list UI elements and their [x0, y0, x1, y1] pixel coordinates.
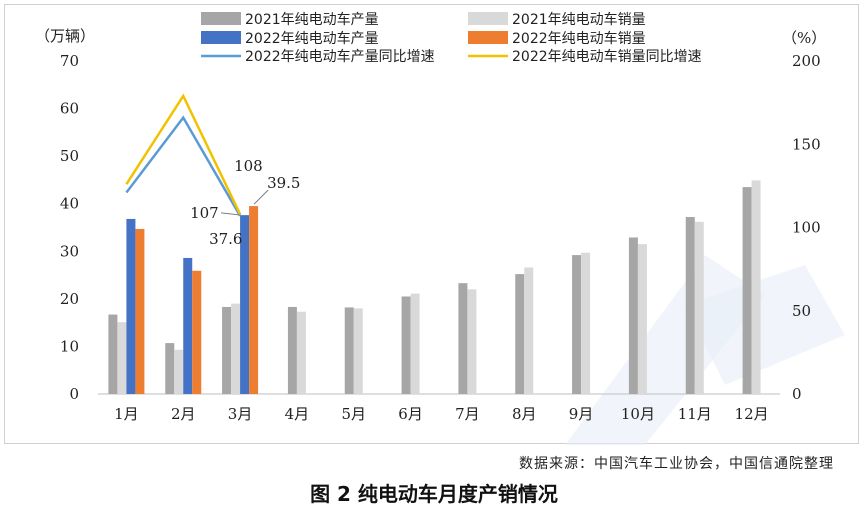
y-left-tick-label: 20	[60, 290, 79, 308]
bar	[231, 303, 241, 394]
chart-svg: 0 10 20 30 40 50 60 70 0 50 100 150 200 （万辆） （%） 1月 2月 3月…	[35, 11, 845, 445]
y-right-tick-label: 200	[792, 52, 821, 70]
legend-swatch	[468, 31, 508, 44]
bar	[344, 307, 354, 394]
y-left-tick-label: 40	[60, 195, 79, 213]
bar	[524, 267, 534, 394]
bar	[165, 343, 175, 394]
bar	[249, 206, 259, 394]
bar	[637, 244, 647, 394]
y-right-tick-label: 150	[792, 135, 821, 153]
legend-entry: 2021年纯电动车销量	[512, 11, 646, 28]
bar	[117, 322, 127, 394]
y-right-tick-label: 0	[792, 385, 802, 403]
bar	[240, 215, 250, 394]
watermark-shape	[685, 265, 845, 385]
bar	[353, 308, 363, 394]
bar	[458, 283, 468, 394]
y-left-tick-label: 50	[60, 147, 79, 165]
y-left-tick-label: 30	[60, 242, 79, 260]
bar	[572, 255, 582, 394]
bar	[685, 217, 695, 394]
y-right-tick-label: 100	[792, 219, 821, 237]
bar	[410, 293, 420, 394]
legend-entry: 2022年纯电动车产量同比增速	[245, 48, 435, 65]
x-tick-label: 6月	[398, 405, 423, 423]
leader-line	[253, 189, 269, 205]
legend-entry: 2022年纯电动车销量同比增速	[512, 48, 702, 65]
y-left-tick-label: 0	[69, 385, 79, 403]
y-left-tick-label: 70	[60, 52, 79, 70]
legend-entry: 2022年纯电动车产量	[245, 30, 379, 47]
x-tick-label: 11月	[678, 405, 712, 423]
data-label: 37.6	[209, 230, 242, 248]
bar	[296, 311, 306, 394]
leader-line	[221, 212, 240, 216]
legend-entry: 2022年纯电动车销量	[512, 30, 646, 47]
x-tick-label: 8月	[512, 405, 537, 423]
bar	[742, 187, 752, 394]
bar	[467, 289, 477, 394]
bar	[222, 306, 232, 394]
x-tick-label: 4月	[285, 405, 310, 423]
series-line	[125, 115, 242, 217]
x-tick-label: 2月	[171, 405, 196, 423]
source-note: 数据来源：中国汽车工业协会，中国信通院整理	[519, 456, 834, 472]
bar	[192, 270, 202, 394]
bar	[126, 218, 136, 394]
bar	[174, 349, 184, 394]
bar	[183, 257, 193, 394]
data-label: 39.5	[267, 174, 300, 192]
y-right-unit: （%）	[782, 29, 826, 47]
bar	[515, 274, 525, 394]
y-left-unit: （万辆）	[35, 27, 95, 45]
x-tick-label: 1月	[114, 405, 139, 423]
y-left-tick-label: 10	[60, 337, 79, 355]
bar	[751, 180, 761, 394]
x-tick-label: 9月	[569, 405, 594, 423]
y-left-tick-label: 60	[60, 100, 79, 118]
figure-caption: 图 2 纯电动车月度产销情况	[310, 482, 558, 506]
x-tick-label: 10月	[621, 405, 655, 423]
bar	[401, 296, 411, 394]
legend-swatch	[201, 31, 241, 44]
x-tick-label: 7月	[455, 405, 480, 423]
bar	[694, 221, 704, 394]
legend-swatch	[468, 12, 508, 25]
legend-entry: 2021年纯电动车产量	[245, 11, 379, 28]
data-label: 108	[234, 157, 263, 175]
bar	[135, 228, 145, 394]
bar	[287, 306, 297, 394]
chart-frame: 0 10 20 30 40 50 60 70 0 50 100 150 200 （万辆） （%） 1月 2月 3月…	[4, 4, 859, 445]
x-tick-label: 3月	[228, 405, 253, 423]
bar	[628, 237, 638, 394]
x-tick-label: 12月	[735, 405, 769, 423]
x-tick-label: 5月	[341, 405, 366, 423]
series-line	[125, 93, 242, 215]
y-right-tick-label: 50	[792, 302, 811, 320]
legend-swatch	[201, 12, 241, 25]
bar	[581, 252, 591, 394]
data-label: 107	[190, 204, 219, 222]
bar	[108, 314, 118, 394]
